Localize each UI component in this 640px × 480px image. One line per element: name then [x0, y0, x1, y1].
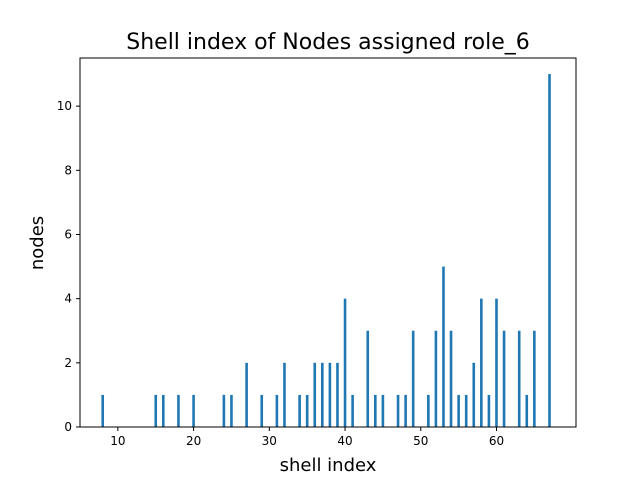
y-tick-label: 2	[64, 356, 72, 370]
bar	[328, 362, 332, 427]
bar	[495, 298, 498, 427]
bar	[411, 330, 415, 427]
bar	[162, 394, 165, 427]
bar	[343, 298, 347, 427]
bar	[313, 362, 317, 427]
bar	[298, 394, 301, 427]
bar	[442, 266, 445, 427]
bar	[222, 394, 226, 427]
bar	[177, 394, 180, 427]
x-tick-label: 40	[337, 434, 352, 448]
bar	[154, 394, 158, 427]
y-tick-label: 6	[64, 227, 72, 241]
bar	[548, 74, 551, 427]
x-axis-label: shell index	[280, 455, 377, 476]
bar	[192, 394, 195, 427]
bar	[366, 330, 370, 427]
bar	[230, 394, 233, 427]
x-axis-ticks: 10 20 30 40 50 60	[110, 427, 504, 448]
bar	[336, 362, 339, 427]
x-tick-label: 30	[262, 434, 277, 448]
bar	[396, 394, 400, 427]
bar	[260, 394, 264, 427]
bar	[321, 362, 324, 427]
y-axis-ticks: 0 2 4 6 8 10	[57, 99, 80, 434]
bar	[283, 362, 286, 427]
bar	[245, 362, 248, 427]
bar	[381, 394, 385, 427]
bar	[305, 394, 309, 427]
plot-frame	[79, 57, 577, 428]
y-axis-label: nodes	[27, 216, 48, 270]
bar	[464, 394, 468, 427]
y-tick-label: 0	[64, 420, 72, 434]
bar	[351, 394, 354, 427]
bar	[374, 394, 377, 427]
bar	[487, 394, 491, 427]
bar	[434, 330, 438, 427]
bar	[525, 394, 529, 427]
x-tick-label: 50	[413, 434, 428, 448]
bar	[404, 394, 407, 427]
y-tick-label: 8	[64, 163, 72, 177]
bar	[275, 394, 279, 427]
bar	[457, 394, 460, 427]
y-tick-label: 4	[64, 292, 72, 306]
bar	[427, 394, 430, 427]
bar	[480, 298, 483, 427]
bar	[502, 330, 506, 427]
bar	[472, 362, 476, 427]
bar	[517, 330, 521, 427]
bars-group	[101, 74, 551, 427]
x-tick-label: 20	[186, 434, 201, 448]
x-tick-label: 10	[110, 434, 125, 448]
y-tick-label: 10	[57, 99, 72, 113]
bar	[449, 330, 453, 427]
bar	[101, 394, 105, 427]
chart-title: Shell index of Nodes assigned role_6	[126, 30, 530, 55]
x-tick-label: 60	[489, 434, 504, 448]
bar	[533, 330, 536, 427]
